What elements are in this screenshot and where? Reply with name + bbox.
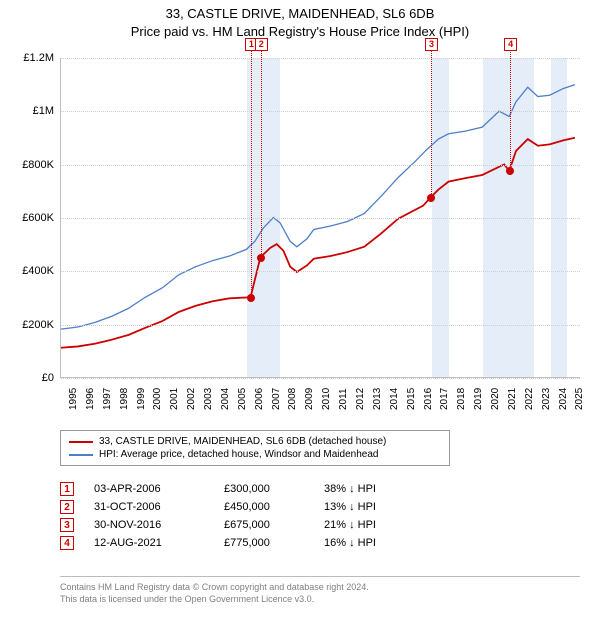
- sale-index-box: 2: [60, 500, 74, 514]
- x-axis-label: 2011: [334, 388, 349, 410]
- y-axis-label: £200K: [14, 319, 54, 331]
- legend-label: 33, CASTLE DRIVE, MAIDENHEAD, SL6 6DB (d…: [99, 436, 386, 447]
- x-axis-label: 2025: [570, 388, 585, 410]
- gridline: [61, 165, 580, 166]
- gridline: [61, 111, 580, 112]
- x-axis-label: 2016: [419, 388, 434, 410]
- sale-pct: 13% ↓ HPI: [324, 501, 434, 513]
- sale-date: 12-AUG-2021: [94, 537, 224, 549]
- root: 33, CASTLE DRIVE, MAIDENHEAD, SL6 6DB Pr…: [0, 0, 600, 620]
- footer-line: This data is licensed under the Open Gov…: [60, 593, 580, 605]
- sale-date: 31-OCT-2006: [94, 501, 224, 513]
- x-axis-label: 2015: [402, 388, 417, 410]
- sale-row: 4 12-AUG-2021£775,00016% ↓ HPI: [60, 536, 434, 550]
- sale-dot-icon: [257, 254, 265, 262]
- sale-index-box: 1: [60, 482, 74, 496]
- x-axis-label: 1997: [98, 388, 113, 410]
- sale-marker-line: [510, 40, 511, 171]
- y-axis-label: £800K: [14, 159, 54, 171]
- x-axis-label: 2002: [182, 388, 197, 410]
- y-axis-label: £1M: [14, 105, 54, 117]
- x-axis-label: 2013: [368, 388, 383, 410]
- sale-row: 1 03-APR-2006£300,00038% ↓ HPI: [60, 482, 434, 496]
- x-axis-label: 2019: [469, 388, 484, 410]
- gridline: [61, 325, 580, 326]
- gridline: [61, 271, 580, 272]
- legend: 33, CASTLE DRIVE, MAIDENHEAD, SL6 6DB (d…: [60, 430, 450, 466]
- x-axis-label: 2021: [503, 388, 518, 410]
- gridline: [61, 218, 580, 219]
- page-subtitle: Price paid vs. HM Land Registry's House …: [0, 21, 600, 39]
- sale-pct: 38% ↓ HPI: [324, 483, 434, 495]
- sale-date: 03-APR-2006: [94, 483, 224, 495]
- x-axis-label: 2004: [216, 388, 231, 410]
- sale-marker-box: 3: [425, 38, 438, 51]
- x-axis-label: 2022: [520, 388, 535, 410]
- sale-price: £675,000: [224, 519, 324, 531]
- sale-marker-box: 4: [504, 38, 517, 51]
- sale-row: 3 30-NOV-2016£675,00021% ↓ HPI: [60, 518, 434, 532]
- sale-dot-icon: [506, 167, 514, 175]
- series-line: [61, 85, 575, 330]
- sale-index-box: 4: [60, 536, 74, 550]
- sale-pct: 21% ↓ HPI: [324, 519, 434, 531]
- footer-line: Contains HM Land Registry data © Crown c…: [60, 581, 580, 593]
- x-axis-label: 2006: [250, 388, 265, 410]
- x-axis-label: 1999: [132, 388, 147, 410]
- x-axis-label: 2014: [385, 388, 400, 410]
- y-axis-label: £0: [14, 372, 54, 384]
- footer: Contains HM Land Registry data © Crown c…: [60, 576, 580, 605]
- x-axis-label: 1998: [115, 388, 130, 410]
- sale-row: 2 31-OCT-2006£450,00013% ↓ HPI: [60, 500, 434, 514]
- sale-dot-icon: [427, 194, 435, 202]
- series-line: [61, 138, 575, 348]
- sale-price: £300,000: [224, 483, 324, 495]
- page-title: 33, CASTLE DRIVE, MAIDENHEAD, SL6 6DB: [0, 0, 600, 21]
- x-axis-label: 2008: [283, 388, 298, 410]
- x-axis-label: 1995: [64, 388, 79, 410]
- x-axis-label: 2018: [452, 388, 467, 410]
- y-axis-label: £400K: [14, 265, 54, 277]
- sale-marker-box: 2: [255, 38, 268, 51]
- x-axis-label: 2001: [165, 388, 180, 410]
- x-axis-label: 2007: [267, 388, 282, 410]
- x-axis-label: 2012: [351, 388, 366, 410]
- legend-item-hpi: HPI: Average price, detached house, Wind…: [69, 448, 441, 461]
- sale-index-box: 3: [60, 518, 74, 532]
- gridline: [61, 378, 580, 379]
- sale-marker-line: [431, 40, 432, 198]
- x-axis-label: 2020: [486, 388, 501, 410]
- x-axis-label: 2003: [199, 388, 214, 410]
- sales-table: 1 03-APR-2006£300,00038% ↓ HPI 2 31-OCT-200…: [60, 478, 434, 554]
- x-axis-label: 2000: [148, 388, 163, 410]
- y-axis-label: £600K: [14, 212, 54, 224]
- sale-price: £450,000: [224, 501, 324, 513]
- y-axis-label: £1.2M: [14, 52, 54, 64]
- legend-label: HPI: Average price, detached house, Wind…: [99, 449, 378, 460]
- legend-swatch-icon: [69, 441, 93, 443]
- x-axis-label: 2005: [233, 388, 248, 410]
- sale-marker-line: [261, 40, 262, 258]
- x-axis-label: 2009: [300, 388, 315, 410]
- legend-swatch-icon: [69, 454, 93, 456]
- gridline: [61, 58, 580, 59]
- sale-price: £775,000: [224, 537, 324, 549]
- sale-marker-line: [251, 40, 252, 298]
- x-axis-label: 2010: [317, 388, 332, 410]
- x-axis-label: 1996: [81, 388, 96, 410]
- sale-pct: 16% ↓ HPI: [324, 537, 434, 549]
- line-chart: £0£200K£400K£600K£800K£1M£1.2M1995199619…: [60, 58, 580, 378]
- sale-dot-icon: [247, 294, 255, 302]
- x-axis-label: 2017: [435, 388, 450, 410]
- legend-item-property: 33, CASTLE DRIVE, MAIDENHEAD, SL6 6DB (d…: [69, 435, 441, 448]
- sale-date: 30-NOV-2016: [94, 519, 224, 531]
- x-axis-label: 2024: [554, 388, 569, 410]
- x-axis-label: 2023: [537, 388, 552, 410]
